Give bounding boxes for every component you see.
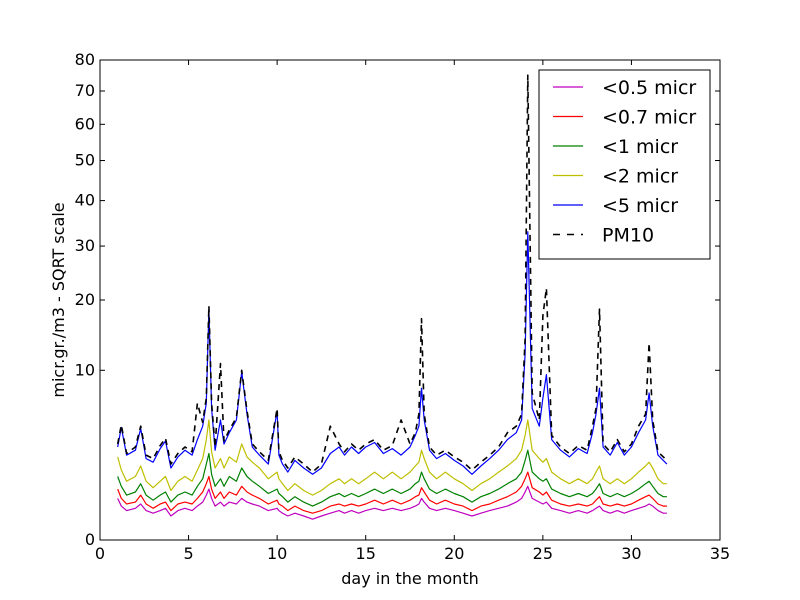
y-tick-label: 10: [75, 360, 95, 379]
series-line-1: [117, 471, 667, 514]
y-tick-label: 30: [75, 236, 95, 255]
y-axis-label: micr.gr./m3 - SQRT scale: [49, 202, 68, 397]
legend-label-4: <5 micr: [602, 195, 678, 217]
x-tick-label: 5: [183, 544, 193, 563]
x-axis-label: day in the month: [341, 569, 478, 588]
y-axis-ticks: 0 10 20 30 40 50 60 70 80: [75, 50, 720, 549]
legend: <0.5 micr <0.7 micr <1 micr <2 micr <5 micr P…: [538, 69, 711, 260]
legend-label-1: <0.7 micr: [602, 107, 696, 129]
series-line-0: [117, 485, 667, 520]
legend-label-2: <1 micr: [602, 136, 678, 158]
y-tick-label: 60: [75, 114, 95, 133]
x-tick-label: 30: [621, 544, 641, 563]
x-tick-label: 25: [533, 544, 553, 563]
x-tick-label: 35: [710, 544, 730, 563]
x-tick-label: 0: [95, 544, 105, 563]
series-line-4: [117, 231, 668, 475]
y-tick-label: 0: [85, 530, 95, 549]
y-tick-label: 20: [75, 290, 95, 309]
legend-label-0: <0.5 micr: [602, 77, 696, 99]
y-tick-label: 40: [75, 191, 95, 210]
y-tick-label: 70: [75, 81, 95, 100]
x-axis-ticks: 0 5 10 15 20 25 30 35: [95, 60, 730, 563]
series-line-3: [117, 419, 667, 496]
x-tick-label: 15: [356, 544, 376, 563]
y-tick-label: 50: [75, 151, 95, 170]
series-line-5: [116, 74, 668, 473]
series-line-2: [117, 449, 667, 507]
x-tick-label: 10: [267, 544, 287, 563]
legend-label-5: PM10: [602, 225, 654, 247]
legend-box: [538, 69, 711, 260]
legend-label-3: <2 micr: [602, 166, 678, 188]
y-tick-label: 80: [75, 50, 95, 69]
x-tick-label: 20: [444, 544, 464, 563]
series-layer: [116, 74, 668, 520]
